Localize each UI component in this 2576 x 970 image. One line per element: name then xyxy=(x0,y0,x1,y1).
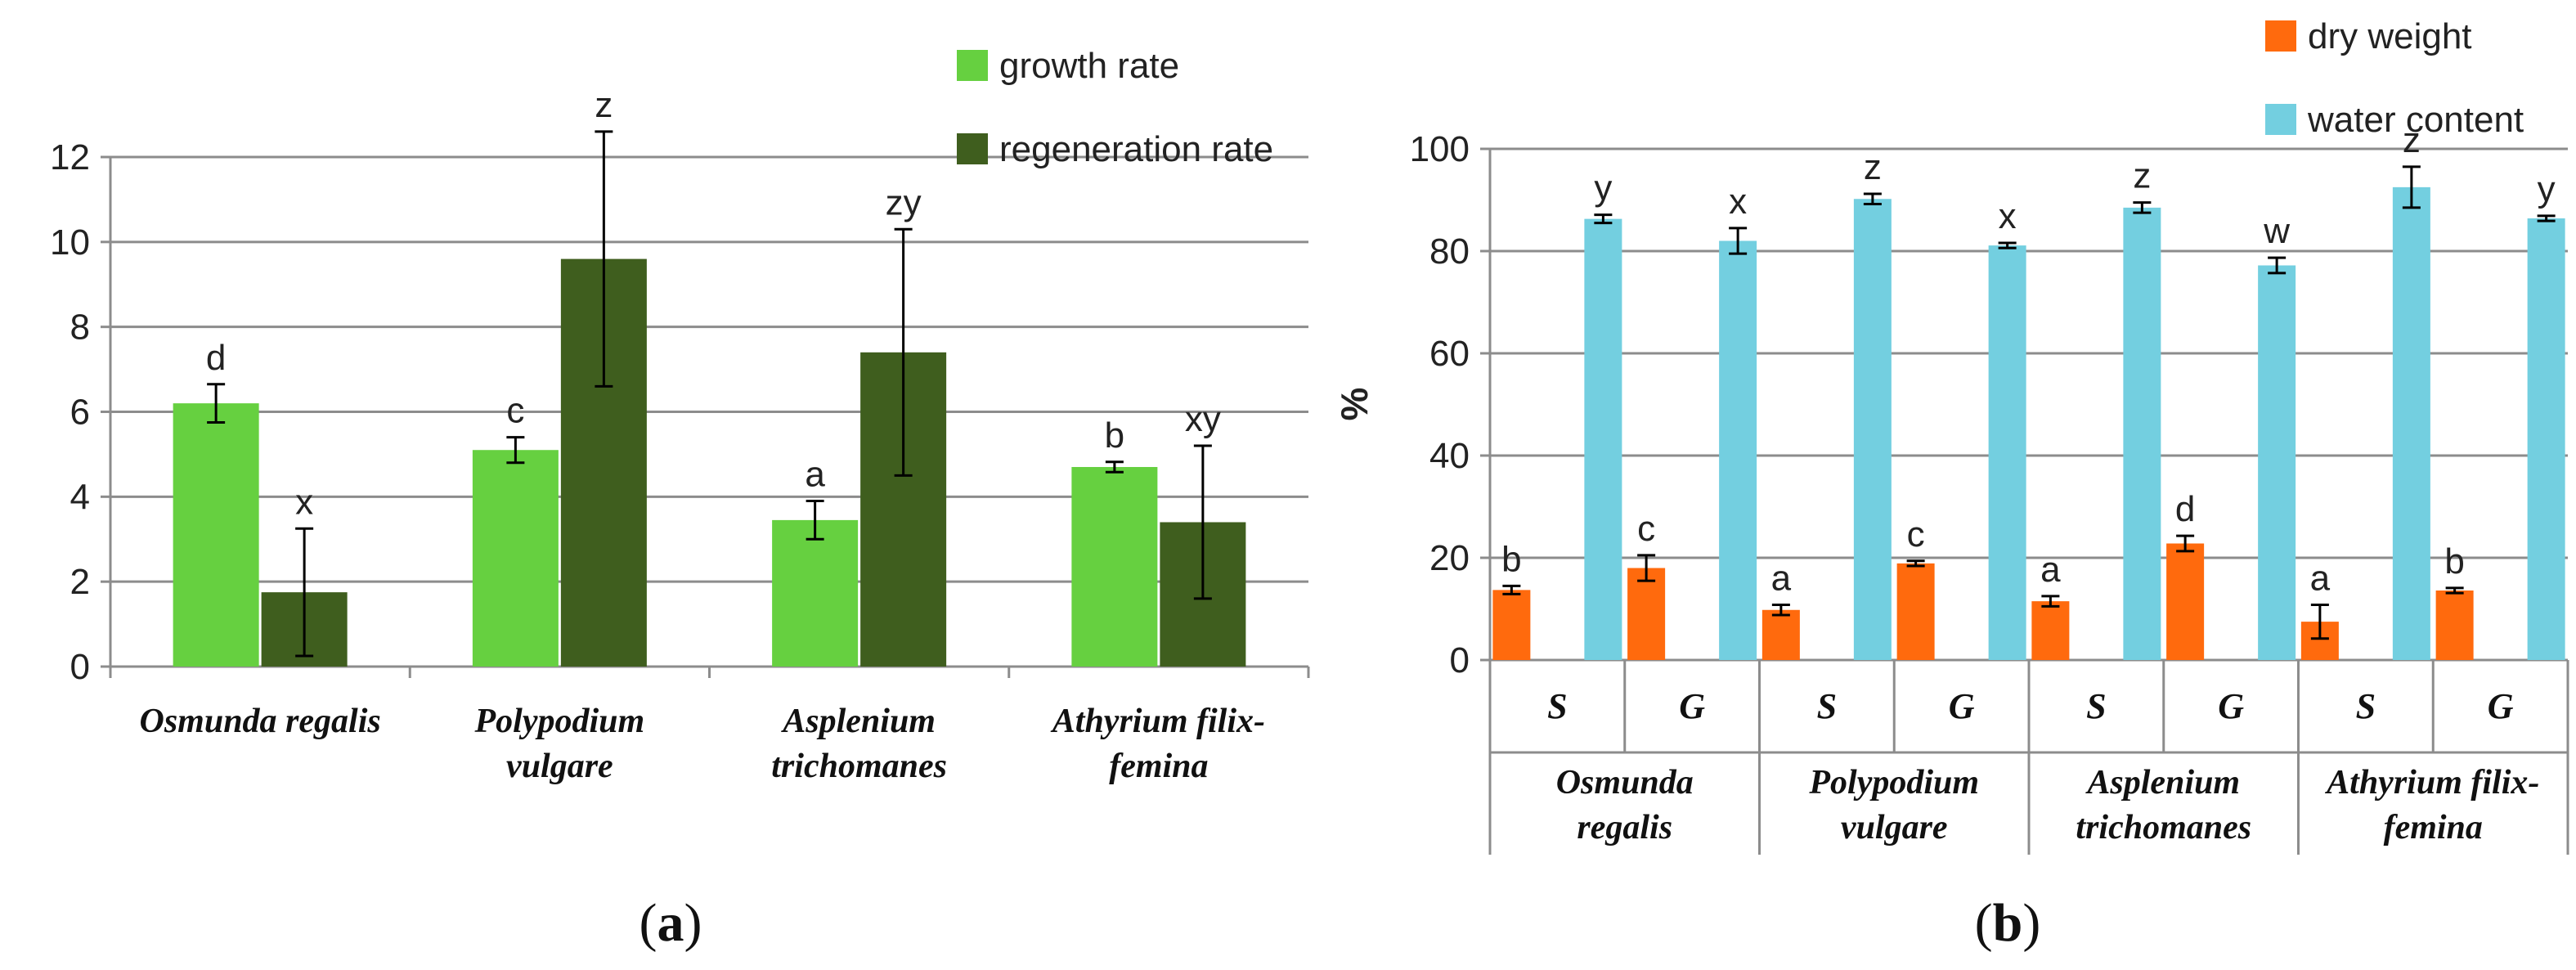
significance-letter: c xyxy=(1907,514,1925,555)
significance-letter: y xyxy=(1594,168,1612,209)
y-tick-label: 100 xyxy=(1410,129,1470,169)
significance-letter: y xyxy=(2538,169,2556,209)
bar-water-content xyxy=(1719,240,1757,660)
subcategory-label: G xyxy=(1949,686,1975,726)
subcategory-label: S xyxy=(1547,686,1567,726)
bar-growth-rate xyxy=(772,519,859,667)
panel-label-part: ( xyxy=(640,893,657,953)
legend-label: regeneration rate xyxy=(999,129,1273,169)
chart-b: 0 20 40 60 80 100% b c a c a d a b y x z x z w z y S G S G S G S G Osm… xyxy=(1333,16,2569,953)
bar-growth-rate xyxy=(1071,466,1158,667)
bar-dry-weight xyxy=(1492,590,1531,660)
y-tick-label: 10 xyxy=(50,222,90,263)
panel-label: (a) xyxy=(640,893,702,953)
group-label: Osmunda xyxy=(1556,764,1694,802)
legend-swatch xyxy=(2265,104,2296,135)
significance-letter: z xyxy=(595,85,613,125)
category-label: trichomanes xyxy=(771,748,947,785)
bar-dry-weight xyxy=(1761,609,1800,660)
subcategory-label: G xyxy=(2488,686,2514,726)
y-tick-label: 8 xyxy=(70,308,90,348)
panel-label-part: a xyxy=(657,893,684,953)
y-tick-label: 0 xyxy=(70,647,90,687)
chart-a: 0 2 4 6 8 10 12 d c a b x z zy xy Osmunda regalis Polypo… xyxy=(50,46,1310,953)
significance-letter: z xyxy=(2403,120,2421,160)
significance-letter: a xyxy=(2310,559,2331,599)
y-tick-label: 12 xyxy=(50,137,90,177)
bar-dry-weight xyxy=(2031,601,2070,660)
subcategory-label: G xyxy=(1679,686,1705,726)
y-tick-label: 0 xyxy=(1450,640,1470,680)
significance-letter: w xyxy=(2263,211,2290,251)
significance-letter: z xyxy=(1864,147,1882,187)
group-label: trichomanes xyxy=(2076,809,2251,847)
panel-label-part: ( xyxy=(1975,893,1993,953)
significance-letter: x xyxy=(1999,196,2017,236)
panel-label-part: ) xyxy=(684,893,702,953)
category-label: Polypodium xyxy=(474,703,645,740)
y-tick-label: 6 xyxy=(70,393,90,433)
significance-letter: a xyxy=(805,455,825,495)
bar-water-content xyxy=(2527,218,2565,660)
bar-water-content xyxy=(2123,207,2161,660)
panel-label: (b) xyxy=(1975,893,2041,953)
subcategory-label: S xyxy=(1817,686,1837,726)
y-tick-label: 60 xyxy=(1429,334,1470,374)
significance-letter: b xyxy=(1105,415,1124,456)
group-label: vulgare xyxy=(1841,809,1948,847)
bar-dry-weight xyxy=(1896,563,1935,660)
bar-dry-weight xyxy=(1627,568,1666,660)
legend-label: dry weight xyxy=(2308,16,2472,56)
bar-water-content xyxy=(1584,218,1622,660)
legend-swatch xyxy=(957,133,988,164)
bar-water-content xyxy=(1988,245,2026,660)
y-tick-label: 40 xyxy=(1429,436,1470,476)
y-tick-label: 4 xyxy=(70,477,90,517)
significance-letter: c xyxy=(506,391,524,431)
y-tick-label: 80 xyxy=(1429,231,1470,272)
panel-label-part: ) xyxy=(2022,893,2040,953)
significance-letter: c xyxy=(1637,509,1655,549)
significance-letter: x xyxy=(1729,182,1747,222)
y-tick-label: 2 xyxy=(70,562,90,602)
group-label: regalis xyxy=(1577,809,1672,847)
group-label: Athyrium filix- xyxy=(2324,764,2539,802)
significance-letter: z xyxy=(2133,156,2151,196)
bar-growth-rate xyxy=(472,450,559,667)
significance-letter: a xyxy=(2040,550,2061,590)
subcategory-label: S xyxy=(2086,686,2106,726)
legend-swatch xyxy=(2265,20,2296,52)
category-label: Asplenium xyxy=(780,703,936,740)
significance-letter: d xyxy=(2175,489,2195,529)
bar-water-content xyxy=(2392,186,2430,660)
bar-dry-weight xyxy=(2166,543,2205,660)
subcategory-label: G xyxy=(2218,686,2244,726)
legend-swatch xyxy=(957,50,988,81)
y-axis-label: % xyxy=(1333,388,1376,421)
significance-letter: d xyxy=(206,338,226,378)
bar-water-content xyxy=(2258,265,2296,660)
legend-label: growth rate xyxy=(999,46,1179,86)
category-label: femina xyxy=(1109,748,1208,785)
category-label: Osmunda regalis xyxy=(140,703,381,740)
legend-label: water content xyxy=(2307,100,2524,140)
category-label: vulgare xyxy=(506,748,613,785)
category-label: Athyrium filix- xyxy=(1050,703,1265,740)
subcategory-label: S xyxy=(2356,686,2376,726)
group-label: Polypodium xyxy=(1808,764,1979,802)
panel-label-part: b xyxy=(1993,893,2023,953)
group-label: Asplenium xyxy=(2085,764,2240,802)
significance-letter: a xyxy=(1771,559,1792,599)
significance-letter: xy xyxy=(1185,399,1221,439)
significance-letter: b xyxy=(2444,541,2464,582)
bar-growth-rate xyxy=(173,403,259,667)
significance-letter: zy xyxy=(886,182,922,222)
y-tick-label: 20 xyxy=(1429,538,1470,578)
significance-letter: b xyxy=(1501,539,1521,579)
significance-letter: x xyxy=(295,482,313,522)
bar-water-content xyxy=(1853,199,1892,660)
bar-dry-weight xyxy=(2435,591,2474,660)
group-label: femina xyxy=(2384,809,2483,847)
